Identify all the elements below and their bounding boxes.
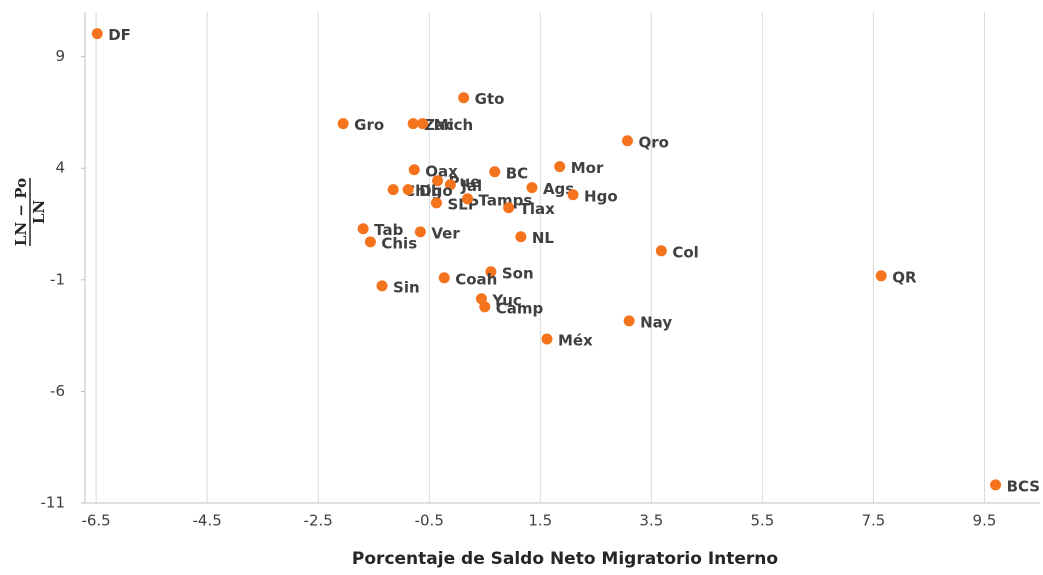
y-label-numerator: LN − Po [12, 178, 30, 246]
point [875, 270, 887, 282]
point [515, 231, 527, 243]
point-label: Camp [496, 299, 544, 317]
point [990, 479, 1002, 491]
point-label: DF [108, 26, 131, 44]
point [554, 161, 566, 173]
point [387, 184, 399, 196]
point-label: Oax [425, 162, 458, 180]
point [526, 182, 538, 194]
point [430, 197, 442, 209]
point [479, 301, 491, 313]
point-label: Qro [638, 133, 668, 151]
point-label: Gro [354, 116, 384, 134]
point [567, 189, 579, 201]
point-label: Mich [434, 116, 474, 134]
x-tick-label: 1.5 [528, 512, 552, 530]
point-label: Son [502, 264, 534, 282]
point-label: Ver [431, 224, 460, 242]
point [621, 135, 633, 147]
point [623, 315, 635, 327]
point [438, 272, 450, 284]
point-label: Zac [424, 116, 454, 134]
point [417, 118, 429, 130]
point [407, 118, 419, 130]
point-label: Méx [558, 331, 593, 349]
point-label: Ags [543, 180, 574, 198]
y-axis-label: LN − Po LN [12, 178, 48, 246]
y-tick-label: -1 [50, 270, 65, 288]
y-tick-label: -6 [50, 382, 65, 400]
point [462, 193, 474, 205]
point-label: Tab [374, 221, 403, 239]
point-label: Pue [449, 173, 481, 191]
point-label: Chis [381, 234, 417, 252]
point-label: Gto [475, 90, 505, 108]
point [655, 245, 667, 257]
point-label: BC [506, 164, 528, 182]
x-tick-label: -2.5 [304, 512, 333, 530]
point-label: Jal [460, 177, 482, 195]
point [402, 184, 414, 196]
point [91, 28, 103, 40]
x-tick-label: -4.5 [193, 512, 222, 530]
point [489, 166, 501, 178]
y-tick-label: -11 [41, 494, 66, 512]
point [337, 118, 349, 130]
point-label: Nay [640, 313, 672, 331]
point-label: Chih [404, 182, 442, 200]
point [485, 266, 497, 278]
point-label: Col [672, 243, 698, 261]
point-label: QR [892, 268, 917, 286]
y-tick-label: 9 [55, 47, 65, 65]
point-label: Yuc [491, 291, 521, 309]
x-tick-label: -6.5 [81, 512, 110, 530]
x-tick-label: 9.5 [973, 512, 997, 530]
point [503, 202, 515, 214]
point-label: Hgo [584, 187, 618, 205]
point [364, 236, 376, 248]
point-label: Tamps [479, 191, 533, 209]
point-label: Mor [571, 159, 604, 177]
point [414, 226, 426, 238]
x-axis-label: Porcentaje de Saldo Neto Migratorio Inte… [352, 549, 778, 569]
y-label-denominator: LN [30, 200, 48, 225]
point [376, 280, 388, 292]
point [458, 92, 470, 104]
point-label: Coah [455, 270, 497, 288]
point-label: Sin [393, 278, 420, 296]
x-tick-label: 3.5 [639, 512, 663, 530]
point [408, 164, 420, 176]
point-label: Tlax [520, 200, 555, 218]
point [541, 333, 553, 345]
point-label: Dgo [419, 182, 453, 200]
y-tick-label: 4 [55, 159, 65, 177]
point [444, 179, 456, 191]
point-label: BCS [1007, 477, 1041, 495]
x-tick-label: 5.5 [750, 512, 774, 530]
point-label: NL [532, 229, 555, 247]
x-tick-label: -0.5 [415, 512, 444, 530]
x-tick-label: 7.5 [862, 512, 886, 530]
point [357, 223, 369, 235]
point [432, 175, 444, 187]
